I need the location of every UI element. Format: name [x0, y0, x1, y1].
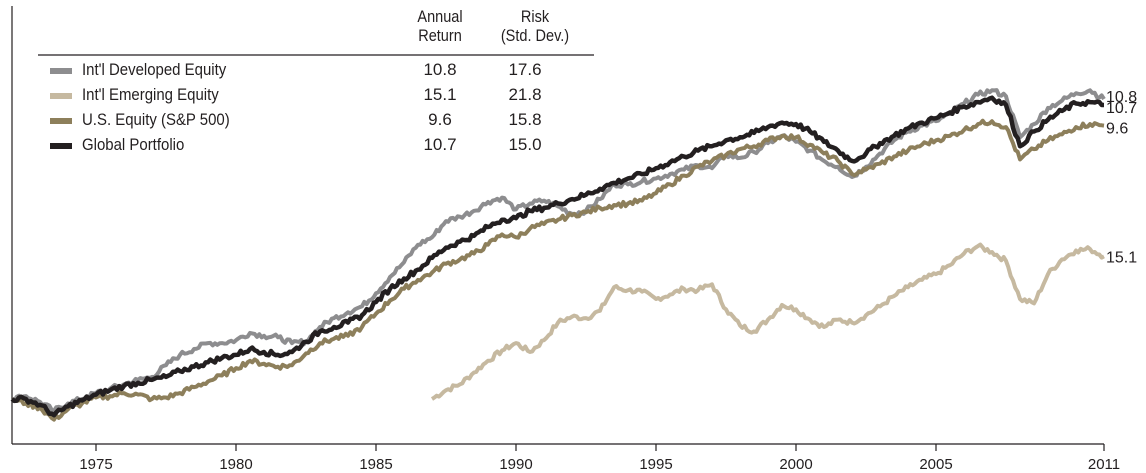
legend-label-us-equity: U.S. Equity (S&P 500): [82, 110, 230, 129]
legend-swatch-intl-developed: [50, 68, 72, 74]
x-tick-label-1990: 1990: [499, 456, 532, 473]
x-tick-label-2000: 2000: [779, 456, 812, 473]
legend-risk-global-portfolio: 15.0: [508, 135, 542, 154]
legend-label-global-portfolio: Global Portfolio: [82, 135, 185, 154]
legend-row-intl-emerging: Int'l Emerging Equity 15.1 21.8: [50, 84, 610, 106]
x-tick-label-2011: 2011: [1088, 456, 1120, 473]
series-line-global-portfolio: [10, 95, 1104, 418]
legend-return-intl-developed: 10.8: [423, 60, 457, 79]
series-line-int-l-developed-equity: [10, 88, 1106, 413]
risk-header: Risk (Std. Dev.): [487, 8, 584, 46]
legend-swatch-global-portfolio: [50, 143, 72, 149]
legend-label-intl-emerging: Int'l Emerging Equity: [82, 85, 219, 104]
end-label-u-s-equity-s-p-500: 9.6: [1106, 121, 1128, 138]
annual-return-header: Annual Return: [403, 8, 477, 46]
legend-return-global-portfolio: 10.7: [423, 135, 457, 154]
legend-swatch-intl-emerging: [50, 93, 72, 99]
annual-return-header-line1: Annual: [417, 8, 463, 26]
legend-label-intl-developed: Int'l Developed Equity: [82, 60, 227, 79]
risk-header-line2: (Std. Dev.): [500, 27, 570, 45]
end-label-global-portfolio: 10.7: [1106, 100, 1137, 117]
legend-risk-intl-emerging: 21.8: [508, 85, 542, 104]
legend-return-intl-emerging: 15.1: [423, 85, 457, 104]
series-line-u-s-equity-s-p-500: [10, 118, 1105, 422]
x-tick-label-2005: 2005: [919, 456, 952, 473]
end-label-int-l-developed-equity: 10.8: [1106, 89, 1137, 106]
end-label-int-l-emerging-equity: 15.1: [1106, 249, 1137, 266]
annual-return-header-line2: Return: [418, 27, 462, 45]
risk-header-line1: Risk: [520, 8, 550, 26]
x-tick-label-1975: 1975: [79, 456, 112, 473]
legend-row-global-portfolio: Global Portfolio 10.7 15.0: [50, 134, 610, 156]
x-tick-label-1995: 1995: [639, 456, 672, 473]
legend-swatch-us-equity: [50, 118, 72, 124]
series-line-int-l-emerging-equity: [430, 242, 1105, 401]
x-tick-label-1985: 1985: [359, 456, 392, 473]
legend-return-us-equity: 9.6: [428, 110, 452, 129]
legend-risk-us-equity: 15.8: [508, 110, 542, 129]
x-tick-label-1980: 1980: [219, 456, 252, 473]
legend-row-us-equity: U.S. Equity (S&P 500) 9.6 15.8: [50, 109, 610, 131]
legend-risk-intl-developed: 17.6: [508, 60, 542, 79]
legend-row-intl-developed: Int'l Developed Equity 10.8 17.6: [50, 59, 610, 81]
